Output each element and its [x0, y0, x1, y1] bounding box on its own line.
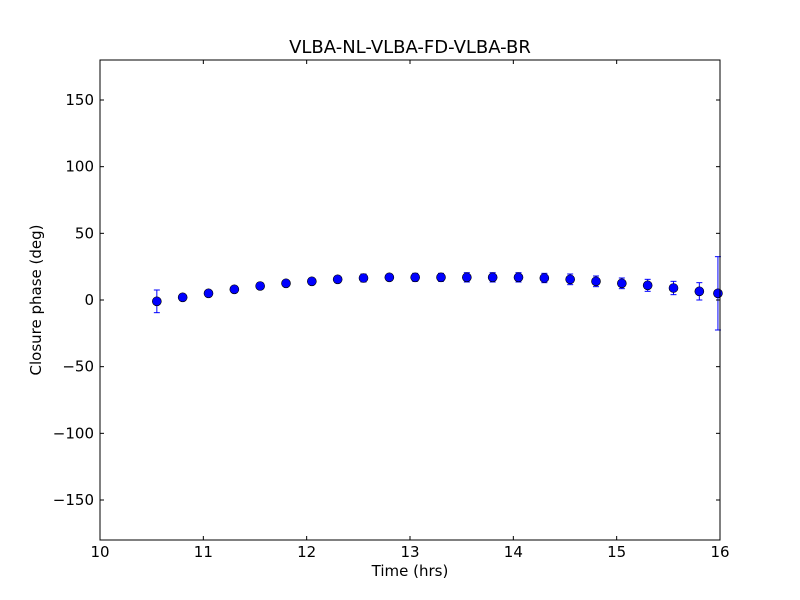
data-point [229, 284, 240, 295]
data-marker [152, 296, 162, 307]
x-tick-label: 11 [194, 543, 213, 561]
data-marker [307, 276, 317, 287]
data-marker [203, 288, 214, 299]
data-marker [462, 272, 472, 283]
data-marker [255, 281, 265, 291]
data-point [281, 278, 291, 289]
x-axis-ticks: 10 11 12 13 14 15 16 [90, 60, 730, 561]
x-tick-label: 13 [400, 543, 419, 561]
data-point [694, 282, 705, 301]
x-tick-label: 16 [710, 543, 729, 561]
data-point [332, 274, 343, 285]
y-tick-label: 150 [65, 91, 94, 109]
data-point [462, 272, 472, 283]
data-point [513, 272, 524, 283]
data-point [617, 277, 627, 290]
data-marker [539, 273, 550, 283]
x-tick-label: 12 [297, 543, 316, 561]
data-marker [177, 292, 188, 303]
data-marker [358, 273, 369, 283]
data-point [152, 289, 162, 314]
data-point [642, 278, 653, 292]
x-tick-label: 10 [90, 543, 109, 561]
data-point [436, 272, 446, 283]
data-marker [694, 286, 705, 297]
data-point [591, 275, 601, 288]
data-point [539, 272, 550, 284]
data-point [384, 272, 395, 283]
data-marker [642, 280, 653, 291]
y-tick-label: 100 [65, 158, 94, 176]
plot-area [152, 256, 723, 331]
chart-title: VLBA-NL-VLBA-FD-VLBA-BR [289, 37, 531, 58]
data-marker [513, 272, 524, 283]
data-marker [591, 276, 601, 287]
y-axis-label: Closure phase (deg) [27, 225, 45, 376]
x-axis-label: Time (hrs) [371, 562, 449, 580]
data-marker [384, 272, 395, 283]
data-point [668, 280, 679, 296]
data-point [487, 272, 498, 283]
data-marker [713, 288, 723, 299]
data-point [565, 273, 575, 286]
y-tick-label: −100 [53, 424, 94, 442]
data-marker [410, 272, 420, 283]
data-point [177, 292, 188, 303]
data-point [410, 272, 420, 283]
data-point [307, 276, 317, 287]
y-tick-label: −50 [62, 358, 94, 376]
data-marker [668, 283, 679, 293]
y-tick-label: 0 [84, 291, 94, 309]
data-marker [436, 272, 446, 283]
data-point [358, 273, 369, 283]
data-point [203, 288, 214, 299]
data-marker [332, 274, 343, 285]
data-marker [487, 272, 498, 283]
x-tick-label: 15 [607, 543, 626, 561]
data-marker [565, 274, 575, 285]
x-tick-label: 14 [504, 543, 523, 561]
data-marker [617, 278, 627, 289]
y-tick-label: −150 [53, 491, 94, 509]
y-tick-label: 50 [75, 224, 94, 242]
y-axis-ticks: −150 −100 −50 0 50 100 150 [53, 91, 720, 509]
data-marker [281, 278, 291, 289]
data-marker [229, 284, 240, 295]
data-point [255, 281, 265, 291]
